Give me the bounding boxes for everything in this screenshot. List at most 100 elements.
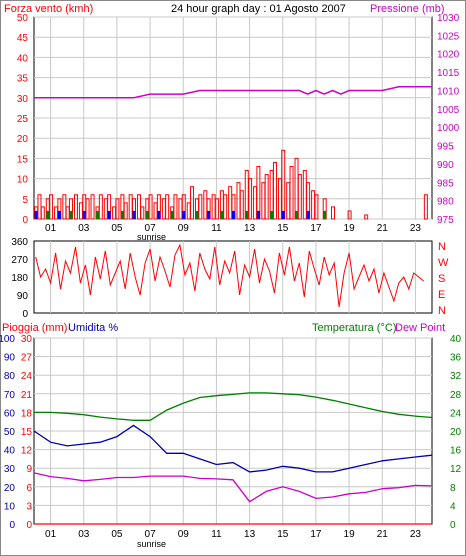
wind-bar	[198, 194, 203, 220]
humidity-y-tick-label: 0	[9, 520, 15, 531]
wind-gust-bar	[157, 210, 161, 219]
humidity-y-ticks: 0 10 20 30 40 50 60 70 80 90 100	[0, 334, 15, 531]
humidity-y-tick-label: 20	[4, 483, 16, 494]
wind-x-tick-label: 01	[45, 223, 57, 234]
direction-y-tick-label: 180	[11, 273, 28, 284]
weather-x-tick-label: 15	[277, 529, 289, 540]
humidity-axis-label: Umidita %	[68, 322, 118, 334]
wind-bar	[248, 178, 253, 220]
pressure-axis-label: Pressione (mb)	[370, 3, 445, 15]
wind-bar	[65, 206, 70, 220]
wind-bar	[364, 214, 369, 220]
wind-y-tick-label: 0	[22, 215, 28, 226]
temperature-y-tick-label: 20	[450, 427, 462, 438]
wind-bar	[112, 206, 117, 220]
wind-gust-bar	[34, 210, 38, 219]
temperature-y-tick-label: 0	[450, 520, 456, 531]
wind-x-tick-label: 09	[178, 223, 190, 234]
weather-x-tick-label: 07	[145, 529, 157, 540]
weather-x-tick-label: 21	[377, 529, 389, 540]
wind-bar	[294, 157, 299, 220]
wind-y-tick-label: 45	[17, 33, 29, 44]
weather-x-tick-label: 03	[78, 529, 90, 540]
wind-bar	[302, 170, 307, 220]
temperature-y-tick-label: 36	[450, 353, 462, 364]
wind-bar	[347, 210, 352, 220]
wind-gust-bar	[145, 210, 149, 219]
direction-compass-labels: N W S E N	[438, 241, 449, 317]
rain-y-tick-label: 9	[26, 464, 32, 475]
wind-gust-bar	[170, 210, 174, 219]
wind-bar	[311, 190, 316, 220]
weather-x-tick-label: 19	[344, 529, 356, 540]
weather-x-tick-label: 13	[244, 529, 256, 540]
wind-gust-bar	[182, 210, 186, 219]
pressure-y-tick-label: 980	[437, 197, 454, 208]
wind-bar	[161, 198, 166, 220]
chart-title: 24 hour graph day : 01 Agosto 2007	[171, 3, 346, 15]
weather-x-tick-label: 09	[178, 529, 190, 540]
weather-lines	[33, 392, 433, 525]
wind-bar	[98, 194, 103, 220]
direction-y-tick-label: 270	[11, 255, 28, 266]
wind-bar	[78, 202, 83, 220]
temperature-y-tick-label: 28	[450, 390, 462, 401]
dewpoint-axis-label: Dew Point	[395, 322, 445, 334]
rain-y-tick-label: 12	[21, 446, 33, 457]
humidity-y-tick-label: 70	[4, 390, 16, 401]
weather-x-tick-label: 11	[211, 529, 222, 540]
wind-y-tick-label: 50	[17, 13, 29, 24]
weather-grid	[34, 337, 432, 525]
weather-x-tick-label: 23	[410, 529, 422, 540]
wind-y-ticks: 0 5 10 15 20 25 30 35 40 45 50	[17, 13, 29, 226]
rain-y-tick-label: 18	[21, 408, 33, 419]
rain-axis-label: Pioggia (mm)	[2, 322, 67, 334]
pressure-y-tick-label: 1000	[437, 123, 460, 134]
compass-s: S	[438, 273, 445, 285]
pressure-y-tick-label: 1025	[437, 31, 460, 42]
pressure-y-tick-label: 1010	[437, 86, 460, 97]
wind-y-tick-label: 5	[22, 195, 28, 206]
wind-y-tick-label: 25	[17, 114, 29, 125]
wind-y-tick-label: 30	[17, 94, 29, 105]
rain-y-tick-label: 6	[26, 483, 32, 494]
wind-x-tick-label: 17	[310, 223, 322, 234]
wind-bars	[34, 149, 428, 220]
humidity-y-tick-label: 80	[4, 371, 16, 382]
weather-x-tick-label: 01	[45, 529, 57, 540]
pressure-y-tick-label: 1030	[437, 13, 460, 24]
wind-bar	[54, 206, 59, 220]
wind-bar	[286, 182, 291, 220]
rain-y-ticks: 0 3 6 9 12 15 18 21 24 27 30	[21, 334, 33, 531]
sunrise-label-top: sunrise	[137, 232, 166, 242]
wind-bar	[49, 194, 54, 220]
direction-y-tick-label: 90	[17, 291, 29, 302]
rain-y-tick-label: 27	[21, 353, 33, 364]
compass-e: E	[438, 289, 445, 301]
wind-bar	[423, 194, 428, 220]
wind-bar	[115, 198, 120, 220]
humidity-y-tick-label: 50	[4, 427, 16, 438]
wind-bar	[264, 174, 269, 220]
humidity-y-tick-label: 10	[4, 501, 16, 512]
wind-gust-bar	[120, 210, 124, 219]
rain-y-tick-label: 30	[21, 334, 33, 345]
wind-gust-bar	[281, 210, 285, 219]
wind-bar	[297, 174, 302, 220]
wind-y-tick-label: 40	[17, 53, 29, 64]
compass-n-top: N	[438, 241, 446, 253]
wind-gust-bar	[96, 210, 100, 219]
wind-gust-bar	[245, 210, 249, 219]
wind-x-tick-label: 15	[277, 223, 289, 234]
temperature-y-tick-label: 4	[450, 501, 456, 512]
humidity-y-tick-label: 30	[4, 464, 16, 475]
wind-bar	[314, 194, 319, 220]
weather-x-tick-label: 17	[310, 529, 322, 540]
wind-gust-bar	[323, 210, 327, 219]
wind-x-tick-label: 03	[78, 223, 90, 234]
wind-grid	[34, 16, 432, 220]
wind-axis-label: Forza vento (kmh)	[4, 3, 93, 15]
wind-x-tick-label: 05	[111, 223, 123, 234]
sunrise-label-bottom: sunrise	[137, 539, 166, 549]
wind-gust-bar	[270, 210, 274, 219]
